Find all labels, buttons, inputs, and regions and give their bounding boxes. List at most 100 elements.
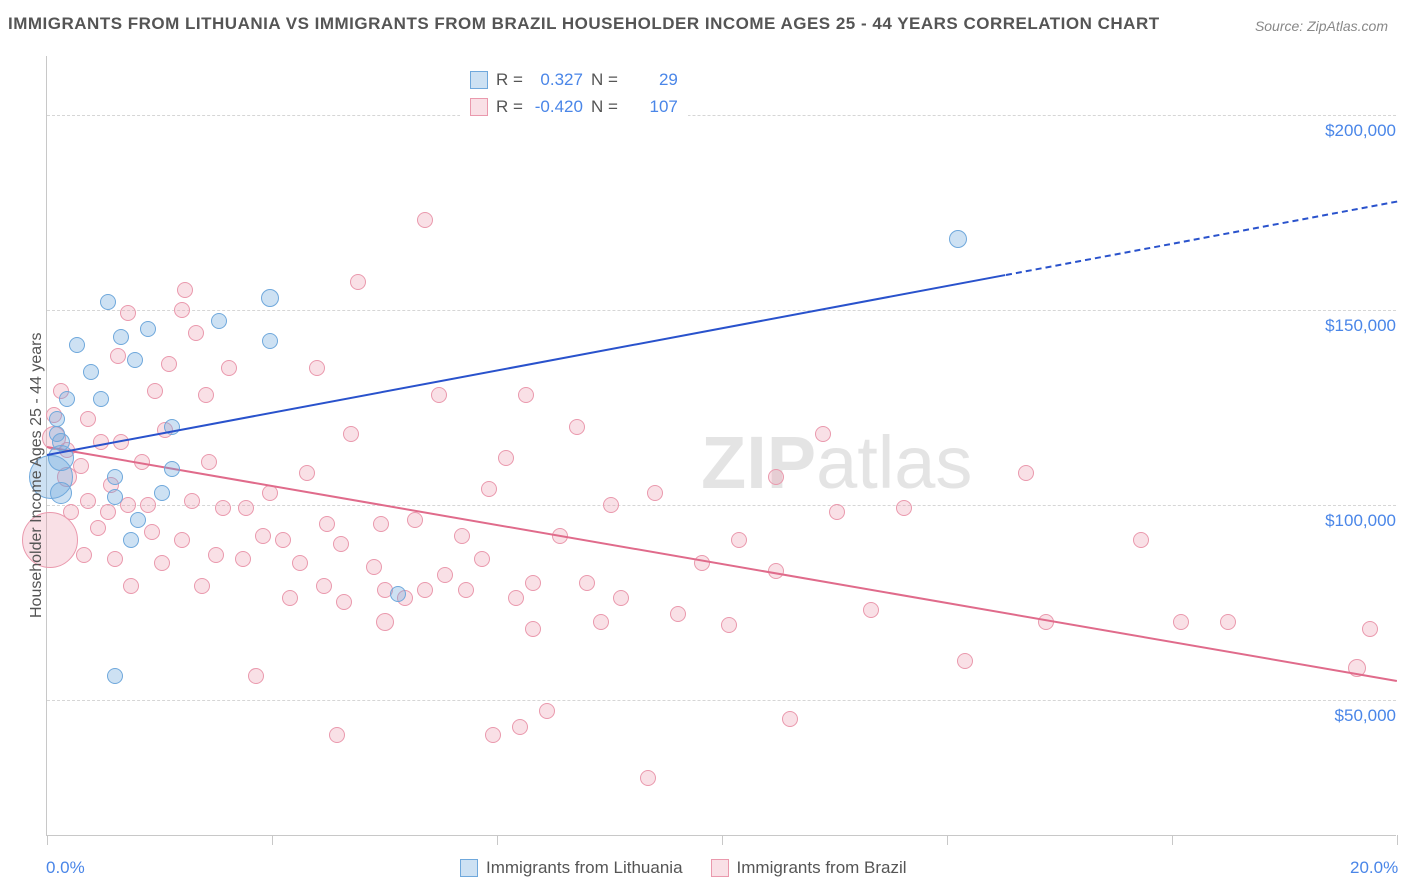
data-point-brazil	[569, 419, 585, 435]
data-point-brazil	[194, 578, 210, 594]
data-point-brazil	[437, 567, 453, 583]
watermark: ZIPatlas	[701, 420, 972, 505]
data-point-brazil	[299, 465, 315, 481]
gridline	[47, 115, 1396, 116]
data-point-lithuania	[107, 668, 123, 684]
data-point-brazil	[603, 497, 619, 513]
data-point-brazil	[110, 348, 126, 364]
data-point-brazil	[593, 614, 609, 630]
stat-n-brazil: 107	[626, 93, 678, 120]
data-point-lithuania	[59, 391, 75, 407]
y-axis-label: Householder Income Ages 25 - 44 years	[28, 332, 46, 618]
swatch-lithuania	[460, 859, 478, 877]
x-tick-label: 20.0%	[1350, 858, 1398, 878]
x-tick	[1172, 835, 1173, 845]
data-point-lithuania	[261, 289, 279, 307]
data-point-lithuania	[69, 337, 85, 353]
x-tick	[1397, 835, 1398, 845]
data-point-brazil	[768, 469, 784, 485]
stat-n-label: N =	[591, 66, 618, 93]
trendline-brazil	[47, 446, 1397, 682]
data-point-brazil	[417, 212, 433, 228]
data-point-lithuania	[127, 352, 143, 368]
gridline	[47, 310, 1396, 311]
data-point-brazil	[198, 387, 214, 403]
data-point-brazil	[474, 551, 490, 567]
data-point-brazil	[255, 528, 271, 544]
data-point-brazil	[188, 325, 204, 341]
trendline-lithuania-dashed	[1005, 200, 1397, 275]
data-point-brazil	[512, 719, 528, 735]
legend-item-brazil: Immigrants from Brazil	[711, 858, 907, 878]
stats-row-brazil: R = -0.420 N = 107	[470, 93, 678, 120]
data-point-brazil	[161, 356, 177, 372]
data-point-brazil	[140, 497, 156, 513]
y-tick-label: $200,000	[1325, 121, 1396, 141]
data-point-lithuania	[50, 482, 72, 504]
data-point-brazil	[498, 450, 514, 466]
data-point-lithuania	[130, 512, 146, 528]
data-point-brazil	[80, 411, 96, 427]
data-point-brazil	[333, 536, 349, 552]
data-point-brazil	[154, 555, 170, 571]
data-point-brazil	[174, 532, 190, 548]
data-point-brazil	[336, 594, 352, 610]
data-point-lithuania	[211, 313, 227, 329]
data-point-brazil	[275, 532, 291, 548]
data-point-brazil	[177, 282, 193, 298]
data-point-brazil	[525, 621, 541, 637]
data-point-brazil	[1362, 621, 1378, 637]
data-point-lithuania	[949, 230, 967, 248]
data-point-brazil	[329, 727, 345, 743]
x-tick	[722, 835, 723, 845]
data-point-brazil	[120, 305, 136, 321]
stats-row-lithuania: R = 0.327 N = 29	[470, 66, 678, 93]
data-point-brazil	[73, 458, 89, 474]
data-point-brazil	[238, 500, 254, 516]
data-point-brazil	[518, 387, 534, 403]
data-point-brazil	[120, 497, 136, 513]
data-point-brazil	[481, 481, 497, 497]
data-point-brazil	[123, 578, 139, 594]
stat-r-lithuania: 0.327	[531, 66, 583, 93]
data-point-brazil	[1018, 465, 1034, 481]
chart-title: IMMIGRANTS FROM LITHUANIA VS IMMIGRANTS …	[8, 14, 1160, 34]
data-point-lithuania	[107, 469, 123, 485]
data-point-brazil	[373, 516, 389, 532]
data-point-brazil	[613, 590, 629, 606]
data-point-brazil	[417, 582, 433, 598]
stats-legend: R = 0.327 N = 29 R = -0.420 N = 107	[460, 62, 688, 124]
data-point-lithuania	[123, 532, 139, 548]
data-point-brazil	[366, 559, 382, 575]
data-point-brazil	[184, 493, 200, 509]
data-point-brazil	[485, 727, 501, 743]
y-tick-label: $100,000	[1325, 511, 1396, 531]
data-point-brazil	[731, 532, 747, 548]
swatch-brazil	[711, 859, 729, 877]
data-point-brazil	[670, 606, 686, 622]
data-point-brazil	[829, 504, 845, 520]
data-point-brazil	[221, 360, 237, 376]
swatch-lithuania	[470, 71, 488, 89]
data-point-brazil	[1173, 614, 1189, 630]
bottom-legend: Immigrants from Lithuania Immigrants fro…	[460, 858, 907, 878]
y-tick-label: $150,000	[1325, 316, 1396, 336]
data-point-brazil	[1133, 532, 1149, 548]
data-point-brazil	[292, 555, 308, 571]
data-point-brazil	[957, 653, 973, 669]
data-point-lithuania	[262, 333, 278, 349]
data-point-brazil	[201, 454, 217, 470]
data-point-lithuania	[49, 426, 65, 442]
gridline	[47, 700, 1396, 701]
data-point-brazil	[579, 575, 595, 591]
data-point-brazil	[431, 387, 447, 403]
data-point-brazil	[896, 500, 912, 516]
data-point-brazil	[454, 528, 470, 544]
stat-n-label: N =	[591, 93, 618, 120]
data-point-brazil	[350, 274, 366, 290]
chart-container: IMMIGRANTS FROM LITHUANIA VS IMMIGRANTS …	[0, 0, 1406, 892]
data-point-brazil	[248, 668, 264, 684]
data-point-brazil	[316, 578, 332, 594]
data-point-brazil	[640, 770, 656, 786]
data-point-lithuania	[100, 294, 116, 310]
